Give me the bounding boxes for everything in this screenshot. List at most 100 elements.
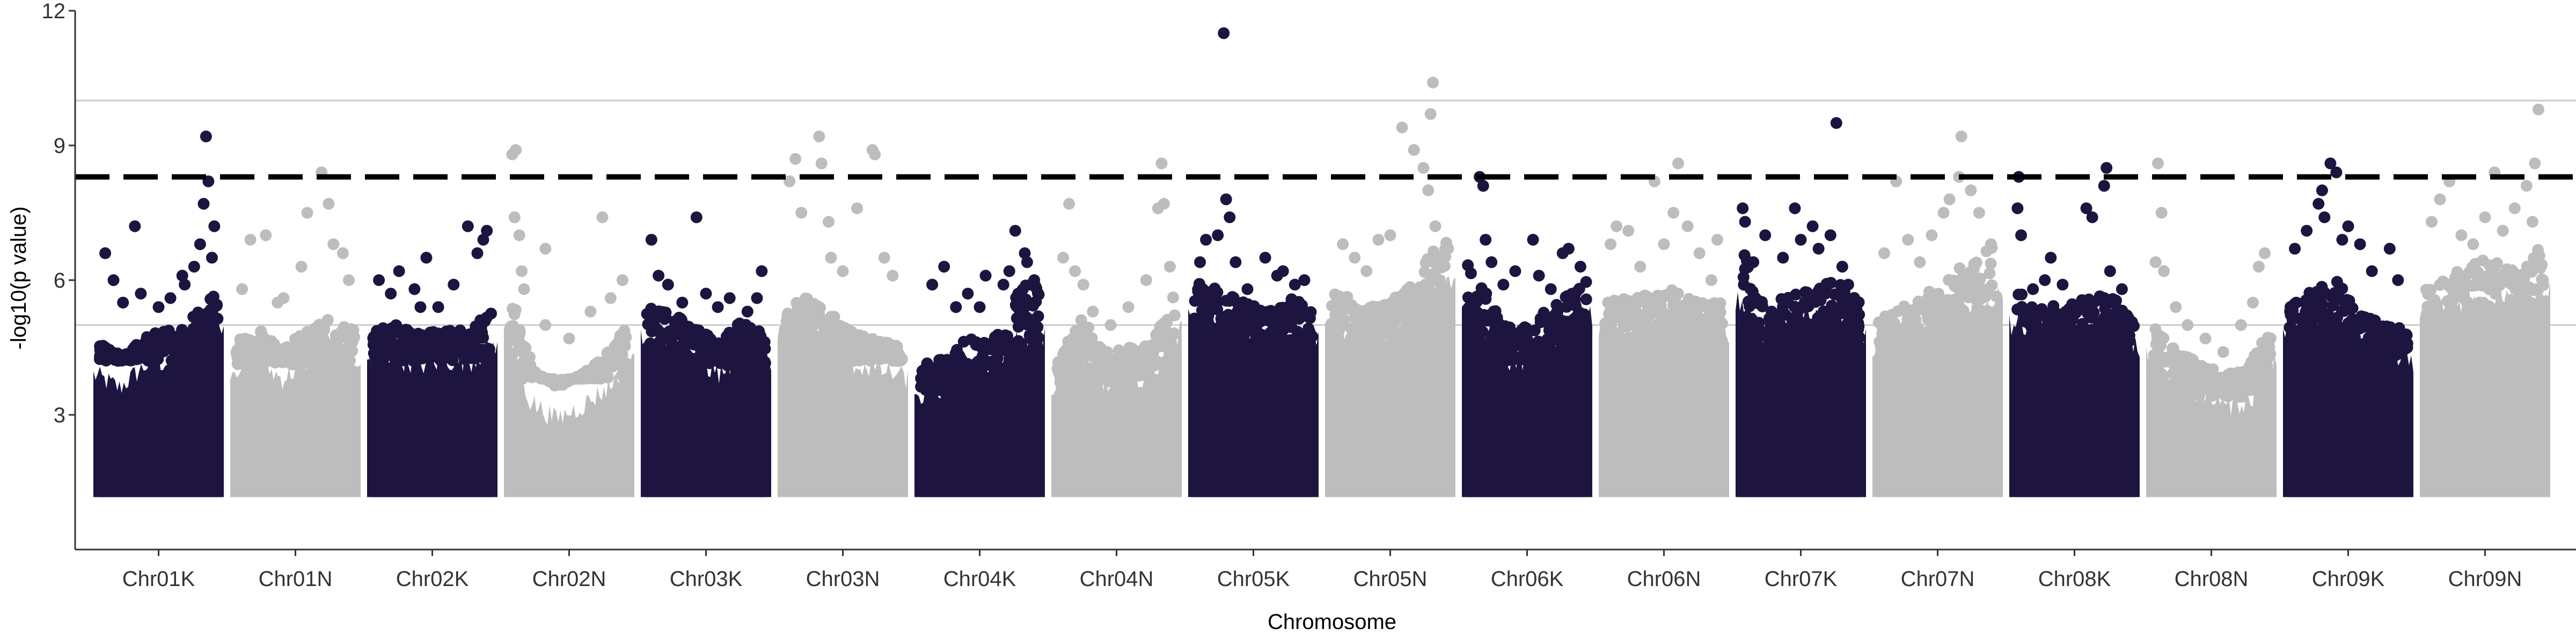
data-point — [2490, 267, 2502, 279]
dense-band — [1188, 309, 1319, 497]
peak-point — [700, 288, 712, 300]
peak-point — [756, 265, 768, 277]
data-point — [1367, 315, 1379, 327]
data-point — [1188, 312, 1201, 325]
data-point — [998, 376, 1010, 389]
data-point — [1438, 260, 1451, 272]
peak-point — [1158, 197, 1170, 210]
data-point — [1403, 332, 1416, 345]
data-point — [1241, 341, 1253, 354]
peak-point — [1914, 256, 1926, 268]
band-base — [93, 485, 224, 497]
data-point — [507, 303, 519, 315]
x-tick-label: Chr08N — [2175, 567, 2249, 591]
data-point — [1801, 317, 1813, 330]
data-point — [2222, 369, 2234, 381]
y-axis-ticks: 3 6 9 12 — [42, 0, 75, 427]
peak-point — [662, 279, 674, 291]
data-point — [1285, 312, 1298, 324]
data-point — [243, 358, 255, 370]
data-point — [2303, 322, 2316, 334]
data-point — [1012, 320, 1024, 333]
data-point — [2077, 332, 2089, 345]
data-point — [689, 336, 701, 349]
peak-point — [2199, 332, 2212, 345]
data-point — [1743, 345, 1755, 357]
peak-point — [1155, 157, 1168, 170]
data-point — [1023, 362, 1036, 374]
data-point — [1892, 337, 1905, 349]
peak-point — [2366, 265, 2378, 277]
peak-point — [260, 229, 272, 241]
data-point — [2026, 301, 2038, 313]
peak-point — [2086, 211, 2098, 223]
peak-point — [2258, 247, 2271, 259]
data-point — [593, 367, 605, 379]
data-point — [206, 320, 218, 333]
data-point — [149, 339, 161, 351]
data-point — [2124, 335, 2136, 347]
data-point — [672, 355, 684, 367]
chromosome-Chr01K — [93, 130, 224, 497]
data-point — [2152, 356, 2164, 369]
data-point — [314, 319, 327, 331]
peak-point — [1737, 202, 1749, 215]
data-point — [2071, 362, 2083, 375]
data-point — [1489, 322, 1502, 334]
data-point — [343, 335, 356, 347]
chromosome-Chr05K — [1188, 27, 1319, 497]
peak-point — [272, 296, 284, 309]
peak-point — [2532, 104, 2544, 116]
data-point — [1744, 325, 1756, 337]
data-point — [720, 330, 733, 342]
data-point — [1984, 267, 1996, 280]
peak-point — [1408, 144, 1420, 156]
data-point — [1051, 362, 1064, 375]
data-point — [207, 290, 219, 303]
peak-point — [676, 296, 689, 309]
data-point — [1643, 303, 1656, 315]
data-point — [1263, 333, 1276, 346]
data-point — [1541, 311, 1553, 324]
dense-band — [641, 329, 771, 497]
data-point — [1166, 350, 1178, 362]
data-point — [1847, 310, 1860, 323]
peak-point — [2252, 260, 2265, 273]
data-point — [1439, 321, 1451, 334]
dense-band — [367, 340, 497, 497]
data-point — [1781, 331, 1794, 343]
data-point — [1151, 355, 1163, 368]
data-point — [1966, 268, 1979, 280]
data-point — [2062, 353, 2074, 365]
data-point — [621, 368, 633, 380]
peak-point — [1200, 233, 1212, 246]
data-point — [2063, 316, 2075, 328]
data-point — [2262, 352, 2274, 364]
x-tick-label: Chr05K — [1217, 567, 1290, 591]
data-point — [2163, 384, 2175, 396]
data-point — [989, 364, 1001, 377]
data-point — [2491, 257, 2504, 269]
data-point — [1955, 324, 1967, 336]
peak-point — [539, 319, 552, 331]
peak-point — [851, 202, 863, 215]
data-point — [1431, 300, 1443, 312]
data-point — [485, 308, 497, 320]
chromosome-Chr06K — [1462, 171, 1592, 497]
data-point — [647, 341, 660, 353]
peak-point — [2479, 211, 2491, 223]
band-base — [641, 485, 771, 497]
peak-point — [2301, 224, 2313, 237]
data-point — [1839, 347, 1851, 360]
data-point — [1680, 323, 1693, 335]
data-point — [2528, 334, 2540, 346]
peak-point — [1824, 229, 1836, 241]
data-point — [1935, 309, 1947, 321]
peak-point — [1009, 224, 1021, 237]
peak-point — [974, 301, 986, 313]
band-base — [2420, 485, 2550, 497]
peak-point — [2235, 319, 2247, 331]
data-point — [756, 350, 768, 363]
data-point — [2098, 292, 2110, 304]
peak-point — [1622, 224, 1635, 237]
